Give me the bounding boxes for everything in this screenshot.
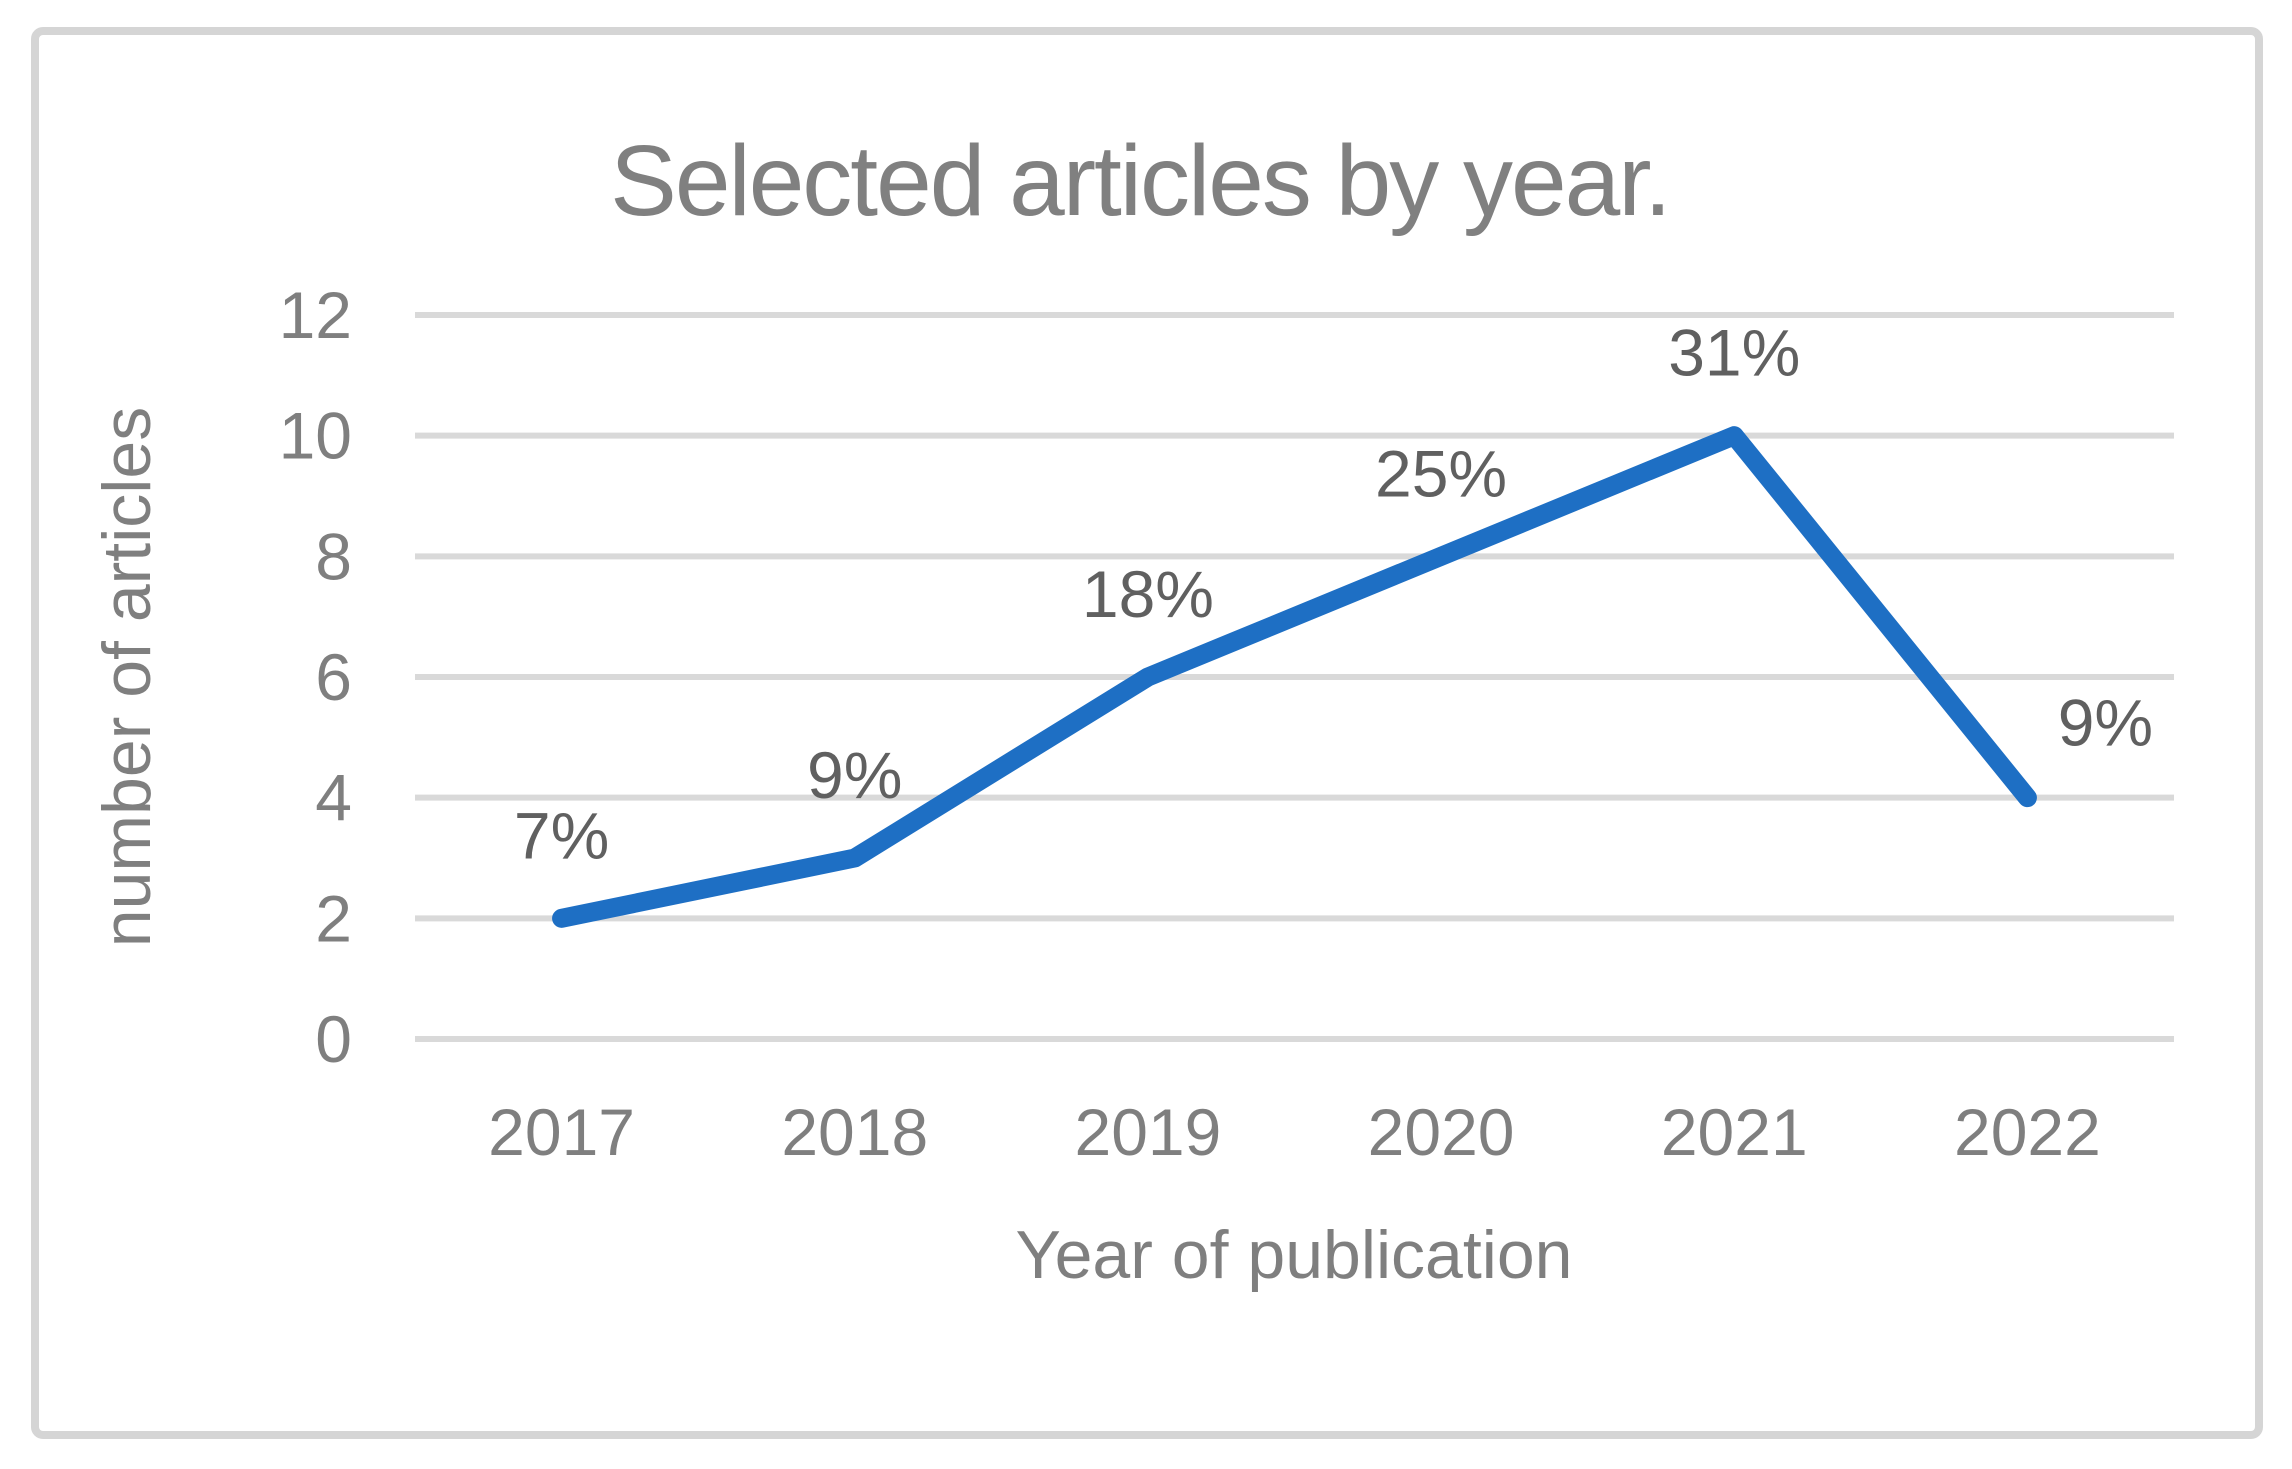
data-label-2018: 9% xyxy=(807,738,902,812)
gridlines xyxy=(415,312,2174,1042)
x-tick-label-2020: 2020 xyxy=(1368,1095,1515,1169)
y-axis-tick-labels: 0 2 4 6 8 10 12 xyxy=(279,278,352,1076)
data-label-2022: 9% xyxy=(2058,686,2153,760)
y-tick-label-8: 8 xyxy=(315,519,352,593)
y-axis-title: number of articles xyxy=(89,407,165,947)
data-label-2021: 31% xyxy=(1668,316,1800,390)
x-tick-label-2017: 2017 xyxy=(488,1095,635,1169)
y-tick-label-0: 0 xyxy=(315,1002,352,1076)
x-tick-label-2022: 2022 xyxy=(1954,1095,2101,1169)
data-label-2020: 25% xyxy=(1375,436,1507,510)
figure-border xyxy=(31,27,2263,1439)
chart-title: Selected articles by year. xyxy=(610,125,1670,237)
y-tick-label-6: 6 xyxy=(315,640,352,714)
series-line-number-of-articles xyxy=(552,426,2037,928)
data-series xyxy=(552,426,2037,928)
data-labels: 7% 9% 18% 25% 31% 9% xyxy=(514,316,2153,873)
x-axis-tick-labels: 2017 2018 2019 2020 2021 2022 xyxy=(488,1095,2101,1169)
x-tick-label-2018: 2018 xyxy=(781,1095,928,1169)
y-tick-label-10: 10 xyxy=(279,399,352,473)
x-tick-label-2019: 2019 xyxy=(1075,1095,1222,1169)
x-axis-title: Year of publication xyxy=(1015,1217,1572,1293)
y-tick-label-4: 4 xyxy=(315,761,352,835)
data-label-2017: 7% xyxy=(514,798,609,872)
data-label-2019: 18% xyxy=(1082,557,1214,631)
y-tick-label-12: 12 xyxy=(279,278,352,352)
x-tick-label-2021: 2021 xyxy=(1661,1095,1808,1169)
y-tick-label-2: 2 xyxy=(315,881,352,955)
